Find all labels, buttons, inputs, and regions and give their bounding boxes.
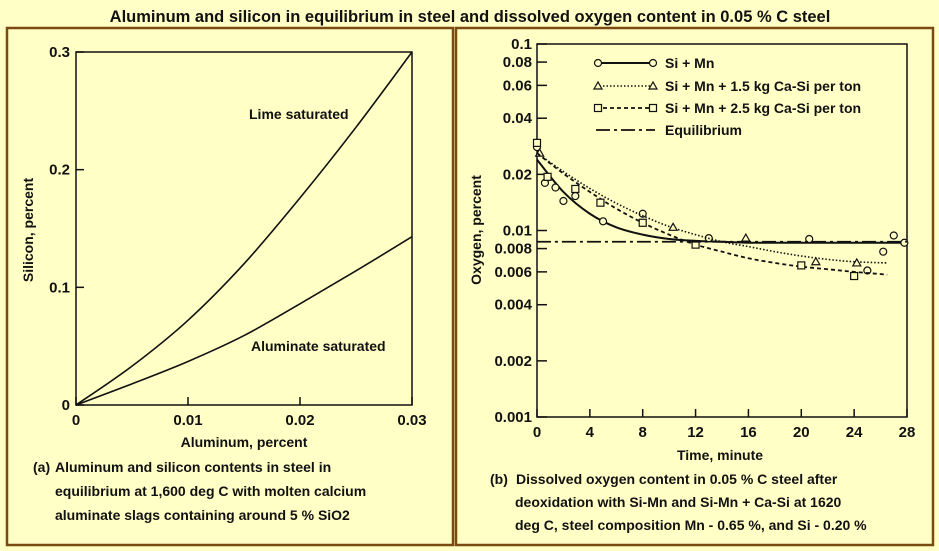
x-axis-label-a: Aluminum, percent (181, 434, 308, 450)
data-point-circle (900, 238, 909, 247)
panel-b-chart: 0 4 8 12 16 20 24 280.10.080.060.040.020.010.00… (468, 36, 915, 533)
data-point-circle (571, 191, 580, 201)
series-line-solid (536, 158, 907, 244)
data-point-square (850, 271, 859, 281)
caption-a-line: Aluminum and silicon contents in steel i… (55, 459, 331, 475)
y-tick-label-b: 0.1 (511, 36, 532, 53)
y-tick-label-a: 0.3 (49, 44, 70, 61)
data-point-circle (805, 234, 814, 244)
x-tick-label-a: 0.02 (285, 412, 314, 429)
data-point-circle (598, 217, 608, 226)
caption-b-line: deoxidation with Si-Mn and Si-Mn + Ca-Si… (515, 494, 842, 510)
y-tick-label-a: 0.1 (49, 279, 70, 296)
plot-a-frame (75, 51, 413, 406)
y-tick-label-b: 0.06 (503, 77, 532, 94)
data-point-square (596, 198, 605, 207)
data-point-triangle (810, 256, 821, 266)
legend-label: Si + Mn + 1.5 kg Ca-Si per ton (665, 78, 861, 94)
y-tick-label-b: 0.02 (503, 166, 532, 183)
y-axis-label-a: Silicon, percent (20, 178, 36, 283)
x-tick-label-a: 0.03 (397, 412, 426, 429)
x-tick-label-b: 20 (793, 424, 810, 441)
x-axis-label-b: Time, minute (677, 447, 763, 463)
lime-saturated-line (75, 51, 413, 406)
legend-marker-square (593, 103, 603, 113)
x-tick-label-b: 8 (639, 424, 647, 441)
y-tick-label-a: 0.2 (49, 162, 70, 179)
x-tick-label-b: 16 (740, 424, 757, 441)
legend-marker-triangle (647, 80, 659, 90)
legend-label: Equilibrium (665, 122, 742, 138)
data-point-circle (559, 196, 568, 206)
x-tick-label-a: 0.01 (173, 412, 202, 429)
caption-b-line: deg C, steel composition Mn - 0.65 %, an… (515, 517, 867, 533)
y-tick-label-b: 0.01 (503, 223, 532, 240)
data-point-triangle (851, 257, 862, 267)
legend-marker-circle (648, 58, 658, 68)
x-tick-label-b: 24 (846, 424, 863, 441)
series-line-dotted (536, 152, 888, 264)
legend-label: Si + Mn (665, 55, 714, 71)
legend-label: Si + Mn + 2.5 kg Ca-Si per ton (665, 100, 861, 116)
lime-saturated-label: Lime saturated (249, 106, 349, 122)
data-point-circle (879, 247, 888, 256)
y-tick-label-a: 0 (62, 397, 70, 414)
caption-b-tag: (b) (490, 471, 508, 487)
x-tick-label-b: 0 (533, 424, 541, 441)
y-tick-label-b: 0.001 (494, 409, 532, 426)
data-point-triangle (740, 232, 751, 242)
data-point-square (797, 261, 806, 270)
legend-marker-triangle (592, 80, 604, 90)
data-point-triangle (668, 222, 679, 231)
aluminate-saturated-line (75, 236, 413, 406)
legend-marker-square (648, 103, 658, 113)
panel-b-border (454, 26, 935, 547)
legend: Si + Mn Si + Mn + 1.5 kg Ca-Si per ton Si … (592, 55, 861, 138)
y-tick-label-b: 0.008 (494, 241, 532, 258)
caption-a-line: equilibrium at 1,600 deg C with molten c… (55, 483, 366, 499)
y-tick-label-b: 0.006 (494, 264, 532, 281)
data-point-square (638, 218, 647, 227)
figure-title: Aluminum and silicon in equilibrium in s… (110, 8, 831, 26)
data-point-circle (551, 183, 560, 192)
caption-b-line: Dissolved oxygen content in 0.05 % C ste… (516, 471, 838, 487)
y-tick-label-b: 0.04 (503, 110, 533, 127)
data-point-square (543, 172, 552, 181)
legend-marker-circle (593, 58, 603, 68)
caption-a-tag: (a) (33, 459, 50, 475)
x-tick-label-b: 28 (899, 424, 916, 441)
data-point-square (532, 138, 542, 147)
series-line-dashed (536, 152, 888, 276)
y-tick-label-b: 0.08 (503, 54, 532, 71)
aluminate-saturated-label: Aluminate saturated (251, 338, 386, 354)
panel-a-border (5, 26, 455, 547)
x-tick-label-b: 4 (586, 424, 595, 441)
x-tick-label-b: 12 (687, 424, 704, 441)
x-tick-label-a: 0 (72, 412, 80, 429)
panel-a-chart: 0 0.01 0.02 0.03 0 0.1 0.2 0.3 Lime saturated A… (20, 44, 427, 523)
data-point-circle (889, 231, 898, 240)
caption-a-line: aluminate slags containing around 5 % Si… (55, 507, 350, 523)
y-axis-label-b: Oxygen, percent (468, 175, 484, 285)
data-point-square (571, 184, 580, 194)
y-tick-label-b: 0.002 (494, 353, 532, 370)
y-tick-label-b: 0.004 (494, 297, 532, 314)
